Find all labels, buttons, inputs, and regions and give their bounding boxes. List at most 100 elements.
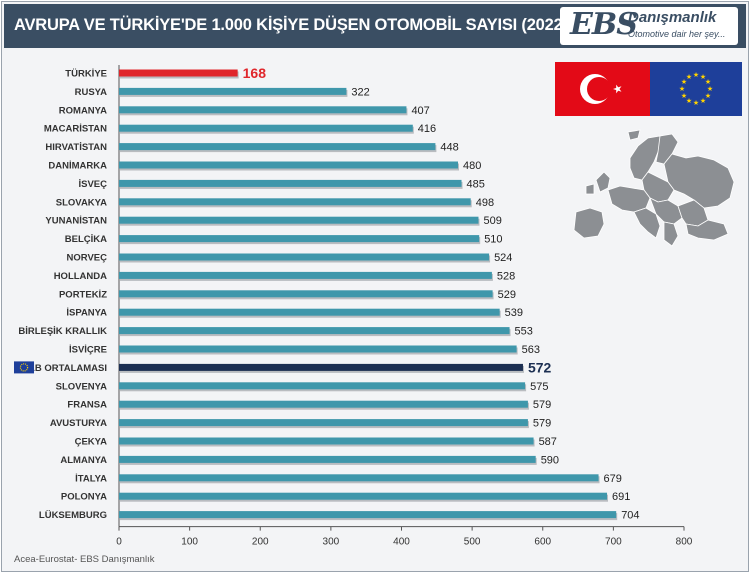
category-label: RUSYA: [75, 87, 108, 98]
svg-text:★: ★: [681, 78, 687, 86]
data-label: 485: [467, 178, 485, 190]
category-label: AB ORTALAMASI: [28, 363, 107, 374]
data-label: 563: [522, 344, 540, 356]
svg-text:★: ★: [679, 85, 685, 93]
flags-panel: ★ ★ ★ ★ ★ ★ ★ ★ ★ ★ ★ ★: [555, 62, 742, 116]
category-label: POLONYA: [61, 492, 107, 503]
category-label: HOLLANDA: [54, 271, 107, 282]
eu-mini-flag-icon: [14, 361, 34, 374]
data-label: 590: [541, 454, 559, 466]
category-label: HIRVATİSTAN: [45, 142, 107, 153]
logo-main-text: EBS: [570, 7, 638, 42]
data-label: 524: [494, 252, 512, 264]
bar: [119, 363, 523, 371]
bar: [119, 308, 500, 316]
bar: [119, 106, 407, 114]
europe-map-icon: [568, 128, 738, 268]
category-label: PORTEKİZ: [59, 289, 107, 300]
source-note: Acea-Eurostat- EBS Danışmanlık: [14, 554, 155, 565]
category-label: ROMANYA: [59, 105, 107, 116]
bar: [119, 327, 510, 335]
eu-mini-flag-stars: [19, 363, 29, 372]
x-tick-label: 500: [464, 537, 481, 548]
category-label: ALMANYA: [60, 455, 107, 466]
category-label: İSPANYA: [66, 308, 107, 319]
category-label: İSVEÇ: [78, 179, 107, 190]
category-label: BİRLEŞİK KRALLIK: [18, 326, 107, 337]
ebs-logo: EBS Danışmanlık Otomotive dair her şey..…: [560, 7, 738, 45]
category-label: SLOVAKYA: [56, 197, 107, 208]
bar: [119, 216, 479, 224]
category-label: AVUSTURYA: [50, 418, 107, 429]
bar: [119, 419, 528, 427]
data-label: 587: [539, 436, 557, 448]
svg-text:★: ★: [700, 73, 706, 81]
bar: [119, 382, 526, 390]
category-label: DANİMARKA: [48, 161, 107, 172]
category-label: NORVEÇ: [67, 253, 108, 264]
category-label: BELÇİKA: [65, 234, 107, 245]
category-label: YUNANİSTAN: [45, 216, 107, 227]
svg-text:★: ★: [705, 92, 711, 100]
bar: [119, 511, 617, 519]
category-label: ÇEKYA: [75, 437, 108, 448]
data-label: 704: [621, 510, 639, 522]
category-label: FRANSA: [67, 400, 107, 411]
svg-text:★: ★: [707, 85, 713, 93]
data-label: 691: [612, 491, 630, 503]
data-label: 510: [484, 234, 502, 246]
category-label: TÜRKİYE: [65, 69, 107, 80]
bar: [119, 179, 462, 187]
data-label: 168: [243, 65, 267, 81]
data-label: 509: [483, 215, 501, 227]
bar: [119, 290, 493, 298]
x-tick-label: 700: [605, 537, 622, 548]
bar: [119, 345, 517, 353]
bar: [119, 474, 599, 482]
chart-title: AVRUPA VE TÜRKİYE'DE 1.000 KİŞİYE DÜŞEN …: [14, 16, 568, 34]
x-tick-label: 800: [676, 537, 693, 548]
bar: [119, 235, 480, 243]
bar: [119, 437, 534, 445]
bar: [119, 271, 492, 279]
category-label: LÜKSEMBURG: [39, 510, 107, 521]
x-tick-label: 200: [252, 537, 269, 548]
bar: [119, 124, 413, 132]
data-label: 572: [528, 359, 552, 375]
bar: [119, 69, 238, 77]
bar: [119, 253, 490, 261]
eu-flag-icon: ★ ★ ★ ★ ★ ★ ★ ★ ★ ★ ★ ★: [650, 62, 742, 116]
data-label: 579: [533, 399, 551, 411]
header-bar: AVRUPA VE TÜRKİYE'DE 1.000 KİŞİYE DÜŞEN …: [4, 4, 746, 48]
svg-text:★: ★: [686, 97, 692, 105]
svg-text:★: ★: [705, 78, 711, 86]
bar: [119, 198, 471, 206]
data-label: 539: [505, 307, 523, 319]
data-label: 322: [351, 86, 369, 98]
category-label: SLOVENYA: [56, 381, 108, 392]
data-label: 448: [440, 142, 458, 154]
bar: [119, 492, 608, 500]
svg-text:★: ★: [693, 99, 699, 107]
data-label: 679: [604, 473, 622, 485]
x-tick-label: 100: [181, 537, 198, 548]
data-label: 529: [498, 289, 516, 301]
bar: [119, 400, 528, 408]
turkey-flag-icon: [555, 62, 650, 116]
logo-word-text: Danışmanlık: [628, 9, 717, 26]
data-label: 528: [497, 270, 515, 282]
svg-text:★: ★: [681, 92, 687, 100]
logo-tagline: Otomotive dair her şey...: [628, 29, 726, 39]
svg-text:★: ★: [686, 73, 692, 81]
data-label: 416: [418, 123, 436, 135]
bar: [119, 87, 347, 95]
bar: [119, 455, 536, 463]
data-label: 498: [476, 197, 494, 209]
data-label: 480: [463, 160, 481, 172]
category-label: İSVİÇRE: [69, 345, 107, 356]
x-tick-label: 600: [534, 537, 551, 548]
bar: [119, 161, 458, 169]
x-tick-label: 0: [116, 537, 122, 548]
svg-text:★: ★: [700, 97, 706, 105]
